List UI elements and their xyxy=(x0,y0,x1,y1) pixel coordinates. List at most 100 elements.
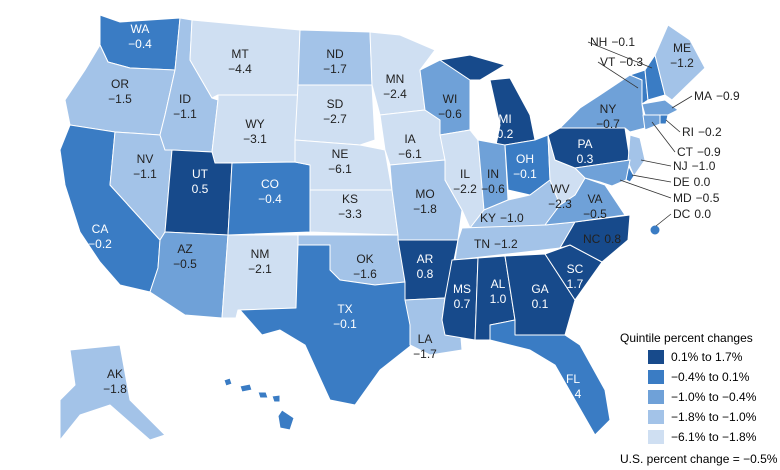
state-label: NJ −1.0 xyxy=(673,159,716,173)
state-value: −0.3 xyxy=(619,55,643,69)
state-name: TN xyxy=(474,237,490,251)
state-label: GA 0.1 xyxy=(531,282,548,311)
state-name: AR xyxy=(417,252,434,266)
state-value: −6.1 xyxy=(398,147,422,161)
leader-line xyxy=(619,179,672,199)
state-label: MA −0.9 xyxy=(694,89,740,103)
state xyxy=(574,159,631,187)
state xyxy=(642,114,661,131)
state-label: KY −1.0 xyxy=(480,211,524,225)
state-value: −2.4 xyxy=(383,87,407,101)
state xyxy=(654,24,706,101)
state-name: NC xyxy=(583,232,601,246)
state-name: KS xyxy=(342,192,358,206)
state-label: CA −0.2 xyxy=(88,222,112,251)
state-value: −0.1 xyxy=(513,167,537,181)
legend-title: Quintile percent changes xyxy=(620,331,753,345)
state-value: −1.0 xyxy=(500,211,524,225)
state-name: AZ xyxy=(177,242,192,256)
state-label: MI 0.2 xyxy=(497,112,514,141)
state-name: NM xyxy=(251,247,270,261)
leader-line xyxy=(655,213,672,227)
state-label: PA 0.3 xyxy=(577,137,594,166)
state-value: −3.3 xyxy=(338,207,362,221)
leader-line xyxy=(671,95,693,109)
state-name: LA xyxy=(418,332,433,346)
state-name: MN xyxy=(386,72,405,86)
state-value: −0.3 xyxy=(228,422,252,436)
state-value: 0.3 xyxy=(577,152,594,166)
state-label: AR 0.8 xyxy=(417,252,434,281)
state-name: MD xyxy=(673,191,692,205)
state-value: −6.1 xyxy=(328,162,352,176)
legend-label: −1.8% to −1.0% xyxy=(671,410,757,424)
leader-line xyxy=(587,41,653,69)
state-value: 0.7 xyxy=(454,297,471,311)
state-label: SC 1.7 xyxy=(567,262,584,291)
state-name: NE xyxy=(332,147,349,161)
state-label: TX −0.1 xyxy=(333,302,357,331)
state-label: VT −0.3 xyxy=(600,55,643,69)
state-value: −0.5 xyxy=(583,207,607,221)
state-value: 0.0 xyxy=(694,207,711,221)
state-value: 0.2 xyxy=(497,127,514,141)
state-name: WV xyxy=(550,182,569,196)
state-name: CT xyxy=(677,145,694,159)
state xyxy=(239,244,419,406)
state-label: CO −0.4 xyxy=(258,177,282,206)
state-name: TX xyxy=(337,302,352,316)
state-label: NV −1.1 xyxy=(133,152,157,181)
state xyxy=(223,377,295,431)
state-label: ME −1.2 xyxy=(670,41,694,70)
state-name: OH xyxy=(516,152,534,166)
state-label: IL −2.2 xyxy=(453,167,477,196)
state-name: NH xyxy=(590,35,607,49)
state-label: UT 0.5 xyxy=(192,167,209,196)
labels: WA −0.4OR −1.5CA −0.2NV −1.1ID −1.1MT −4.4WY −3… xyxy=(88,22,740,436)
state-value: −1.8 xyxy=(413,202,437,216)
state-name: PA xyxy=(577,137,592,151)
legend-swatch xyxy=(648,390,664,404)
state-value: −1.5 xyxy=(108,92,132,106)
state-value: −0.9 xyxy=(697,145,721,159)
state-value: 0.1 xyxy=(532,297,549,311)
state-value: −1.1 xyxy=(133,167,157,181)
state-name: OR xyxy=(111,77,129,91)
states xyxy=(59,14,706,441)
state-value: 1.4 xyxy=(565,387,582,401)
state-name: IA xyxy=(404,132,415,146)
state-value: −1.8 xyxy=(103,382,127,396)
state xyxy=(659,114,669,125)
state-value: −1.1 xyxy=(173,107,197,121)
state-value: 0.0 xyxy=(694,175,711,189)
state-label: NY −0.7 xyxy=(596,102,620,131)
state-value: 1.7 xyxy=(567,277,584,291)
legend-label: −1.0% to −0.4% xyxy=(671,390,757,404)
state xyxy=(629,69,649,105)
state-label: DE 0.0 xyxy=(673,175,711,189)
state-value: −3.1 xyxy=(243,132,267,146)
state-value: −1.7 xyxy=(323,62,347,76)
state-value: −0.5 xyxy=(696,191,720,205)
state-value: −0.4 xyxy=(258,192,282,206)
state-label: ND −1.7 xyxy=(323,47,347,76)
state-value: −2.3 xyxy=(548,197,572,211)
state-value: −0.7 xyxy=(596,117,620,131)
state-name: DE xyxy=(673,175,690,189)
state-label: DC 0.0 xyxy=(673,207,711,221)
state-name: OK xyxy=(356,252,373,266)
state-label: TN −1.2 xyxy=(474,237,518,251)
state-label: OH −0.1 xyxy=(513,152,537,181)
state-label: MN −2.4 xyxy=(383,72,407,101)
leader-line xyxy=(597,61,639,89)
state-name: ND xyxy=(326,47,344,61)
state-name: NV xyxy=(137,152,154,166)
state-value: −0.1 xyxy=(611,35,635,49)
state-value: −1.0 xyxy=(692,159,716,173)
state-name: AL xyxy=(491,277,506,291)
state xyxy=(627,134,646,177)
state-value: −0.5 xyxy=(173,257,197,271)
state-name: KY xyxy=(480,211,496,225)
state-value: 0.8 xyxy=(604,232,621,246)
